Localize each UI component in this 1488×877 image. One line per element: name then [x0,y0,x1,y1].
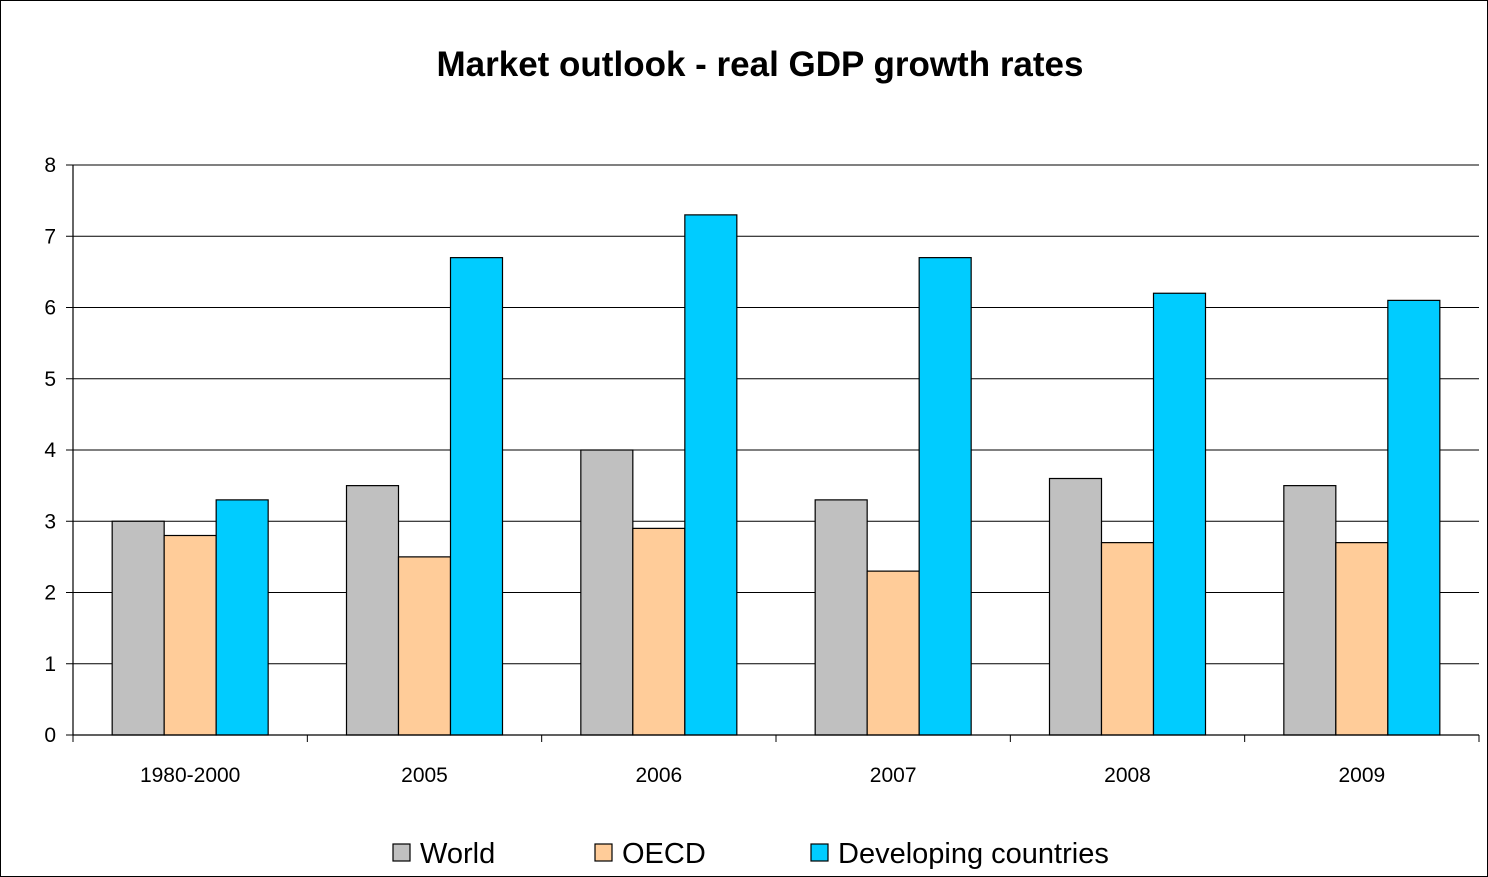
y-tick-label: 2 [44,582,56,605]
x-tick-label: 2009 [1338,764,1385,787]
y-tick-label: 7 [44,225,56,248]
bar-oecd [397,556,452,736]
bar-oecd [1335,542,1389,736]
y-tick-label: 1 [44,653,56,676]
bar-world [1048,477,1103,736]
bars [111,214,1441,736]
bar-developing-countries [215,499,269,736]
x-tick-label: 2007 [870,764,917,787]
legend-swatch [594,843,613,862]
bar-world [1283,485,1337,736]
legend-label: World [420,838,495,870]
axes: 0 1 2 3 4 5 6 7 8 1980-2000 2005 2006 2007 2008 2009 [44,154,1480,787]
bar-world [111,520,165,736]
y-tick-label: 6 [44,297,56,320]
x-tick-label: 1980-2000 [140,764,240,787]
legend: World OECD Developing countries [392,838,1109,870]
y-tick-label: 0 [44,724,56,747]
bar-developing-countries [449,257,504,736]
y-tick-label: 5 [44,368,56,391]
bar-oecd [1100,542,1155,736]
chart-title: Market outlook - real GDP growth rates [437,45,1084,84]
bar-oecd [632,527,686,736]
bar-developing-countries [1152,292,1207,736]
y-tick-label: 3 [44,510,56,533]
x-tick-label: 2006 [635,764,682,787]
bar-world [345,485,400,736]
legend-label: OECD [622,838,706,870]
bar-oecd [163,534,217,736]
y-tick-label: 8 [44,154,56,177]
x-tick-label: 2008 [1104,764,1151,787]
bar-oecd [866,570,920,736]
legend-swatch [810,843,829,862]
bar-developing-countries [918,257,972,736]
bar-developing-countries [1387,299,1441,736]
x-tick-label: 2005 [401,764,448,787]
bar-world [814,499,868,736]
bar-world [580,449,634,736]
legend-swatch [392,843,411,862]
bar-developing-countries [684,214,738,736]
grid-lines [73,164,1479,665]
legend-label: Developing countries [838,838,1109,870]
y-tick-label: 4 [44,439,56,462]
